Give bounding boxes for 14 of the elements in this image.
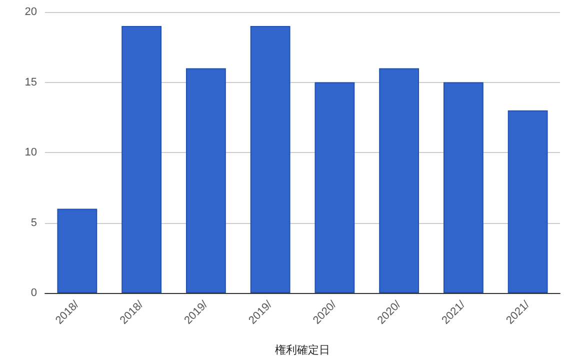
- bar: [314, 82, 355, 293]
- bar: [379, 68, 420, 293]
- y-tick-label: 10: [24, 146, 37, 158]
- y-tick-label: 5: [30, 216, 37, 229]
- x-axis-title: 権利確定日: [275, 344, 330, 356]
- bar: [57, 208, 98, 293]
- bar: [122, 26, 162, 293]
- bar: [250, 26, 290, 293]
- y-tick-label: 15: [24, 76, 37, 88]
- y-tick-label: 20: [24, 6, 37, 18]
- bar: [508, 110, 548, 293]
- bar: [186, 68, 226, 293]
- bar: [443, 82, 484, 293]
- y-tick-label: 0: [30, 287, 37, 299]
